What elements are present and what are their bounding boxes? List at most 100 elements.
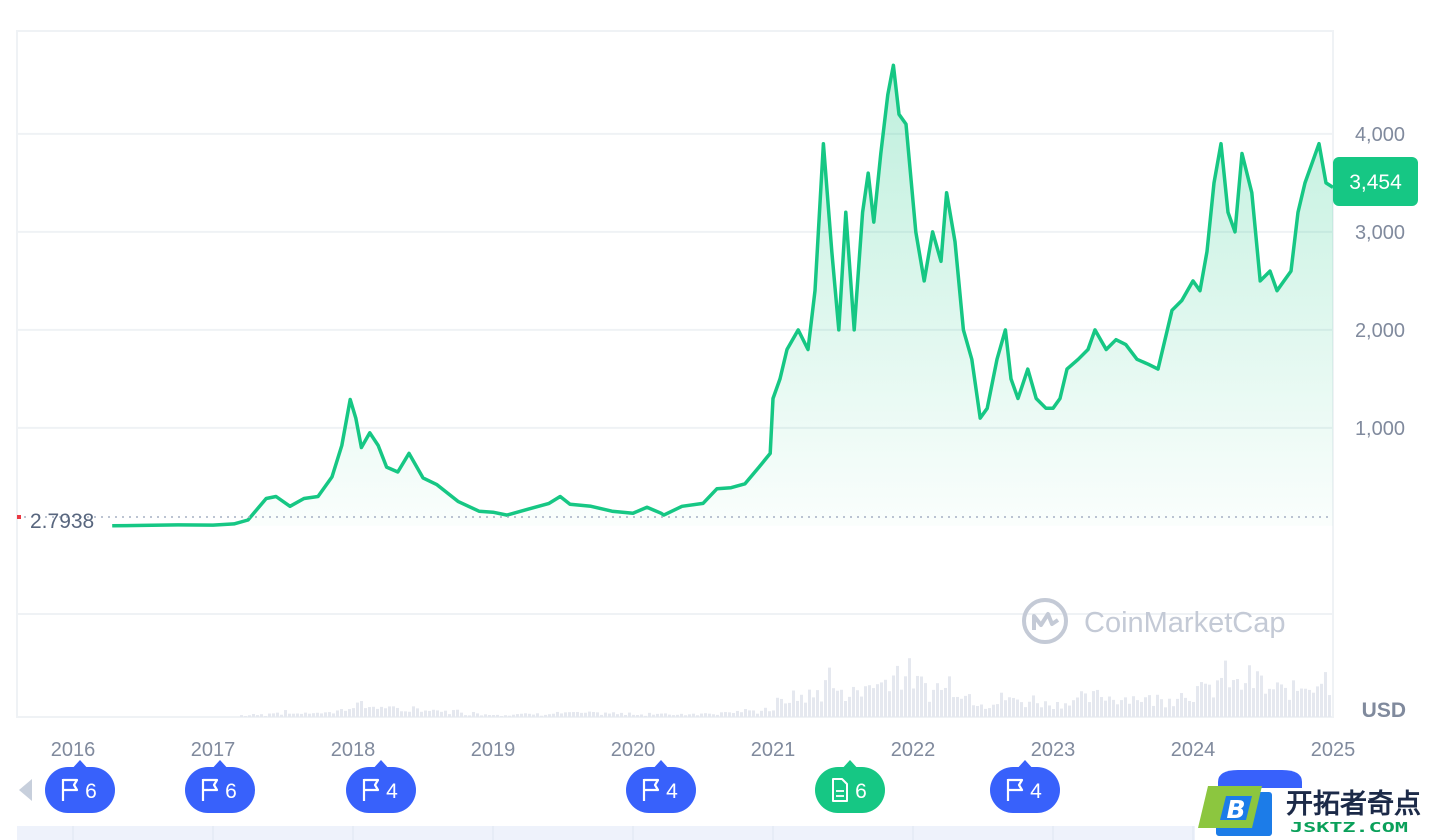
volume-bar xyxy=(716,714,719,717)
volume-bar xyxy=(1012,697,1015,717)
volume-bar xyxy=(444,710,447,717)
volume-bar xyxy=(636,715,639,717)
volume-bar xyxy=(1300,688,1303,717)
event-count: 6 xyxy=(855,780,867,803)
site-logo-icon: B xyxy=(1226,795,1245,824)
volume-bar xyxy=(1180,693,1183,717)
volume-bar xyxy=(1176,698,1179,717)
volume-bar xyxy=(1128,703,1131,717)
volume-bar xyxy=(944,687,947,717)
event-marker-4[interactable]: 6 xyxy=(815,760,885,813)
volume-bar xyxy=(800,694,803,717)
volume-bar xyxy=(600,714,603,717)
volume-bar xyxy=(868,685,871,717)
volume-bar xyxy=(516,714,519,717)
volume-bar xyxy=(536,713,539,717)
volume-bar xyxy=(588,711,591,717)
volume-bar xyxy=(404,711,407,717)
volume-bar xyxy=(424,710,427,717)
volume-bar xyxy=(1280,684,1283,717)
volume-bar xyxy=(1088,702,1091,717)
volume-bar xyxy=(676,714,679,717)
volume-bar xyxy=(988,708,991,717)
volume-bar xyxy=(696,715,699,717)
volume-bar xyxy=(532,714,535,717)
volume-bar xyxy=(520,713,523,717)
volume-bar xyxy=(604,712,607,717)
volume-bar xyxy=(660,713,663,717)
x-tick-label-3: 2019 xyxy=(471,739,516,761)
volume-bar xyxy=(916,675,919,717)
price-line-group xyxy=(112,63,1334,528)
volume-bar xyxy=(400,711,403,717)
volume-bar xyxy=(1216,680,1219,717)
volume-bar xyxy=(1184,697,1187,717)
event-marker-5[interactable]: 4 xyxy=(990,760,1060,813)
volume-bar xyxy=(324,712,327,717)
volume-bar xyxy=(1104,700,1107,717)
volume-bar xyxy=(1076,697,1079,717)
y-tick-label-1: 2,000 xyxy=(1355,320,1405,342)
volume-bar xyxy=(1144,697,1147,717)
volume-bar xyxy=(656,713,659,717)
volume-bar xyxy=(1052,709,1055,717)
event-marker-2[interactable]: 4 xyxy=(346,760,416,813)
volume-bar xyxy=(1020,702,1023,717)
volume-bar xyxy=(1256,671,1259,717)
volume-bar xyxy=(388,706,391,717)
volume-bar xyxy=(1028,701,1031,717)
volume-bar xyxy=(368,707,371,717)
volume-bar xyxy=(912,688,915,717)
volume-bar xyxy=(1084,693,1087,717)
volume-bar xyxy=(552,713,555,717)
volume-bar xyxy=(848,696,851,717)
baseline-label: 2.7938 xyxy=(30,510,94,533)
volume-bar xyxy=(448,714,451,717)
volume-bar xyxy=(1208,684,1211,717)
volume-bar xyxy=(456,709,459,717)
volume-bar xyxy=(464,715,467,717)
y-axis: 1,000 2,000 3,000 4,000 xyxy=(1355,124,1405,440)
x-tick-label-9: 2025 xyxy=(1311,739,1356,761)
volume-bar xyxy=(1000,692,1003,717)
volume-bar xyxy=(1192,702,1195,717)
volume-bar xyxy=(264,716,267,717)
x-axis: 2016 2017 2018 2019 2020 2021 2022 2023 2024 2025 xyxy=(51,739,1356,761)
volume-bar xyxy=(268,713,271,717)
coinmarketcap-logo-icon xyxy=(1022,598,1068,644)
volume-bar xyxy=(1112,699,1115,717)
event-marker-1[interactable]: 6 xyxy=(185,760,255,813)
volume-bar xyxy=(1228,687,1231,717)
volume-bar xyxy=(672,715,675,717)
volume-bar xyxy=(1016,699,1019,717)
event-badge-partial[interactable] xyxy=(1218,770,1302,788)
volume-bar xyxy=(476,713,479,717)
event-marker-3[interactable]: 4 xyxy=(626,760,696,813)
volume-bar xyxy=(1204,683,1207,717)
volume-bar xyxy=(348,709,351,717)
volume-bar xyxy=(512,714,515,717)
y-tick-label-0: 1,000 xyxy=(1355,418,1405,440)
range-navigator[interactable] xyxy=(17,826,1195,840)
navigator-dividers xyxy=(72,826,1194,840)
volume-bar xyxy=(924,683,927,717)
volume-bar xyxy=(780,698,783,717)
volume-bar xyxy=(1304,688,1307,717)
volume-bar xyxy=(872,688,875,717)
volume-bar xyxy=(1324,672,1327,717)
volume-bar xyxy=(1136,700,1139,717)
scroll-left-icon[interactable] xyxy=(19,779,32,801)
volume-bar xyxy=(568,712,571,717)
event-marker-0[interactable]: 6 xyxy=(45,760,115,813)
volume-bar xyxy=(720,712,723,717)
volume-bar xyxy=(1044,701,1047,717)
volume-bar xyxy=(320,713,323,717)
volume-bar xyxy=(340,709,343,717)
x-tick-label-5: 2021 xyxy=(751,739,796,761)
volume-bar xyxy=(968,694,971,717)
volume-bar xyxy=(768,711,771,717)
document-icon xyxy=(832,778,848,802)
volume-bar xyxy=(576,712,579,717)
volume-bar xyxy=(760,710,763,717)
volume-bar xyxy=(560,713,563,717)
